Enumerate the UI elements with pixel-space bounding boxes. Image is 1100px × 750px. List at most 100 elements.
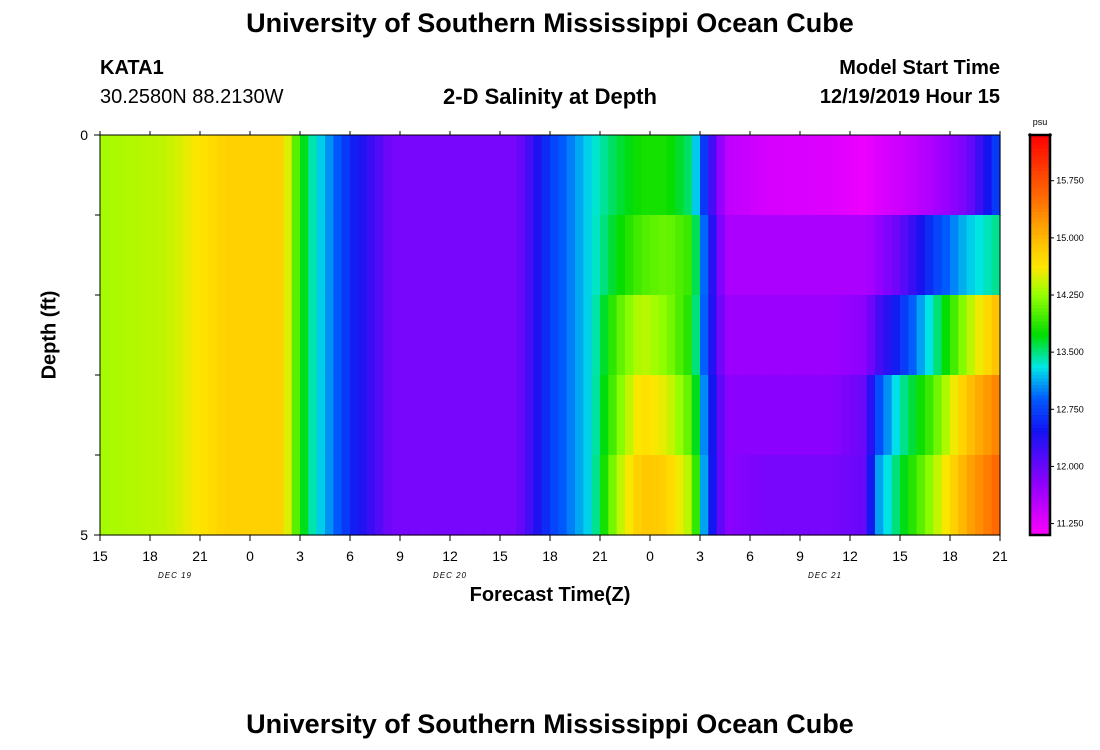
heatmap-cell bbox=[625, 215, 634, 296]
heatmap-cell bbox=[850, 215, 859, 296]
heatmap-cell bbox=[841, 375, 851, 456]
heatmap-cell bbox=[933, 375, 943, 456]
heatmap-cell bbox=[950, 375, 959, 456]
heatmap-cell bbox=[991, 455, 1001, 536]
heatmap-cell bbox=[358, 135, 368, 216]
heatmap-cell bbox=[166, 375, 176, 456]
heatmap-cell bbox=[608, 215, 618, 296]
heatmap-cell bbox=[241, 215, 251, 296]
heatmap-cell bbox=[583, 135, 593, 216]
plot-title: 2-D Salinity at Depth bbox=[443, 84, 657, 109]
heatmap-cell bbox=[525, 375, 534, 456]
heatmap-cell bbox=[133, 295, 143, 376]
colorbar-segment bbox=[1030, 491, 1050, 496]
heatmap-cell bbox=[766, 215, 776, 296]
x-date-label: DEC 20 bbox=[433, 571, 467, 580]
colorbar-segment bbox=[1030, 435, 1050, 439]
heatmap-cell bbox=[991, 295, 1001, 376]
heatmap-cell bbox=[891, 215, 901, 296]
heatmap-cell bbox=[775, 455, 784, 536]
heatmap-cell bbox=[291, 215, 301, 296]
heatmap-cell bbox=[583, 375, 593, 456]
heatmap-cell bbox=[175, 295, 184, 376]
heatmap-cell bbox=[450, 455, 459, 536]
heatmap-cell bbox=[566, 375, 576, 456]
page-title: University of Southern Mississippi Ocean… bbox=[246, 8, 854, 38]
heatmap-cell bbox=[508, 295, 518, 376]
heatmap-cell bbox=[833, 375, 843, 456]
colorbar-segment bbox=[1030, 448, 1050, 453]
colorbar-segment bbox=[1030, 498, 1050, 503]
heatmap-cell bbox=[233, 215, 243, 296]
heatmap-cell bbox=[900, 215, 909, 296]
heatmap-cell bbox=[375, 455, 384, 536]
heatmap-cell bbox=[450, 135, 459, 216]
heatmap-cell bbox=[150, 375, 159, 456]
heatmap-cell bbox=[541, 455, 551, 536]
x-tick-label: 9 bbox=[796, 548, 804, 564]
heatmap-cell bbox=[458, 455, 468, 536]
heatmap-cell bbox=[666, 455, 676, 536]
heatmap-cell bbox=[400, 455, 409, 536]
heatmap-cell bbox=[275, 215, 284, 296]
heatmap-cell bbox=[550, 295, 559, 376]
heatmap-cell bbox=[358, 455, 368, 536]
colorbar-segment bbox=[1030, 358, 1050, 363]
heatmap-cell bbox=[208, 375, 218, 456]
heatmap-cell bbox=[958, 135, 968, 216]
heatmap-cell bbox=[450, 375, 459, 456]
heatmap-cell bbox=[708, 455, 718, 536]
heatmap-cell bbox=[925, 375, 934, 456]
heatmap-cell bbox=[625, 135, 634, 216]
heatmap-cell bbox=[158, 375, 168, 456]
heatmap-cell bbox=[416, 135, 426, 216]
heatmap-cell bbox=[175, 455, 184, 536]
colorbar-tick-label: 15.750 bbox=[1056, 176, 1084, 186]
heatmap-cell bbox=[725, 375, 734, 456]
colorbar-segment bbox=[1030, 345, 1050, 349]
colorbar-segment bbox=[1030, 351, 1050, 356]
heatmap-cell bbox=[116, 375, 126, 456]
heatmap-cell bbox=[566, 215, 576, 296]
heatmap-cell bbox=[575, 295, 584, 376]
heatmap-cell bbox=[383, 455, 393, 536]
heatmap-cell bbox=[300, 375, 309, 456]
heatmap-cell bbox=[825, 455, 834, 536]
heatmap-cell bbox=[525, 295, 534, 376]
heatmap-cell bbox=[183, 295, 193, 376]
colorbar-segment bbox=[1030, 455, 1050, 459]
heatmap-cell bbox=[108, 455, 118, 536]
heatmap-cell bbox=[900, 135, 909, 216]
heatmap-cell bbox=[566, 135, 576, 216]
heatmap-cell bbox=[141, 455, 151, 536]
heatmap-cell bbox=[608, 295, 618, 376]
heatmap-cell bbox=[108, 215, 118, 296]
heatmap-cell bbox=[700, 455, 709, 536]
colorbar-segment bbox=[1030, 165, 1050, 169]
colorbar-segment bbox=[1030, 275, 1050, 279]
colorbar-tick-label: 12.750 bbox=[1056, 404, 1084, 414]
heatmap-cell bbox=[183, 375, 193, 456]
heatmap-cell bbox=[541, 375, 551, 456]
heatmap-cell bbox=[791, 135, 801, 216]
heatmap-cell bbox=[875, 375, 884, 456]
heatmap-cell bbox=[491, 295, 501, 376]
heatmap-cell bbox=[875, 295, 884, 376]
heatmap-cell bbox=[100, 135, 109, 216]
colorbar-tick-label: 11.250 bbox=[1057, 519, 1084, 529]
heatmap-cell bbox=[741, 215, 751, 296]
heatmap-cell bbox=[233, 295, 243, 376]
heatmap-cell bbox=[691, 215, 701, 296]
heatmap-cell bbox=[200, 295, 209, 376]
heatmap-cell bbox=[941, 455, 951, 536]
colorbar-segment bbox=[1030, 445, 1050, 449]
colorbar-segment bbox=[1030, 151, 1050, 156]
heatmap-cell bbox=[525, 215, 534, 296]
colorbar-segment bbox=[1030, 328, 1050, 333]
heatmap-cell bbox=[375, 295, 384, 376]
heatmap-cell bbox=[441, 135, 451, 216]
heatmap-cell bbox=[958, 215, 968, 296]
heatmap-cell bbox=[958, 295, 968, 376]
heatmap-cell bbox=[341, 215, 351, 296]
colorbar-segment bbox=[1030, 291, 1050, 296]
